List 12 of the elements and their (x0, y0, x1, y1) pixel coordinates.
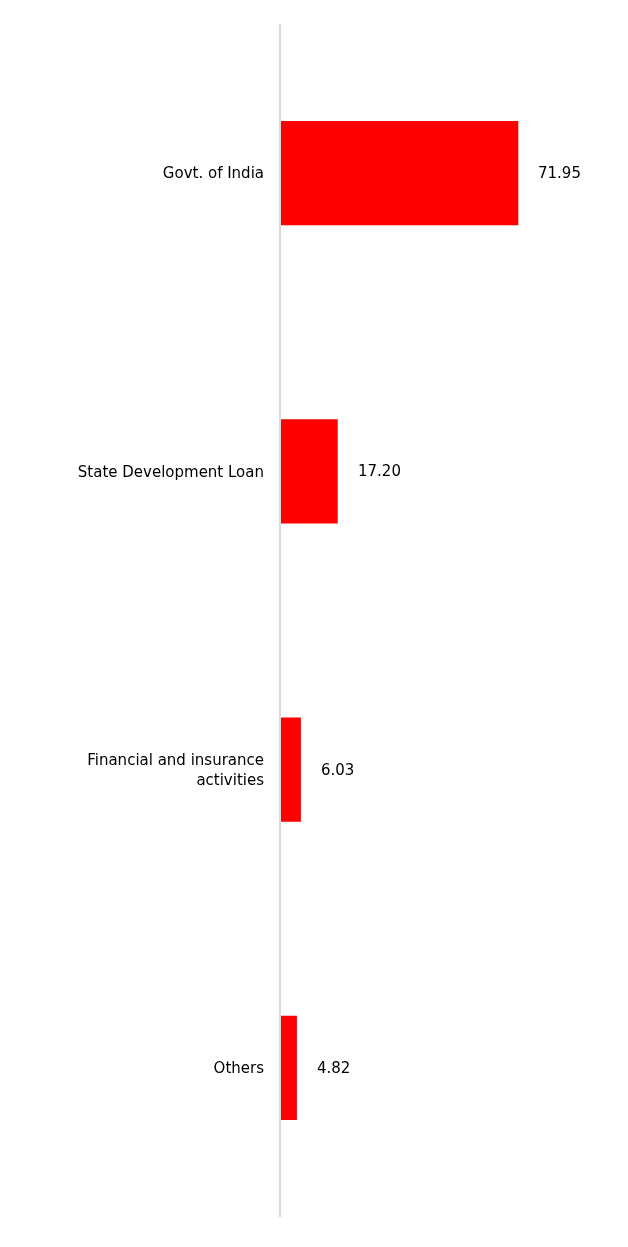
y-tick-label: Financial and insurance activities (87, 751, 265, 789)
bar (281, 717, 301, 822)
y-tick-label: Others (213, 1059, 265, 1078)
bar (281, 1015, 297, 1121)
bar (281, 419, 338, 524)
data-label: 6.03 (321, 761, 355, 779)
bar (281, 120, 519, 226)
y-tick-label: State Development Loan (77, 462, 264, 481)
y-tick-label: Govt. of India (162, 164, 264, 183)
data-label: 71.95 (538, 164, 581, 182)
data-label: 17.20 (358, 462, 401, 480)
data-label: 4.82 (317, 1059, 351, 1077)
